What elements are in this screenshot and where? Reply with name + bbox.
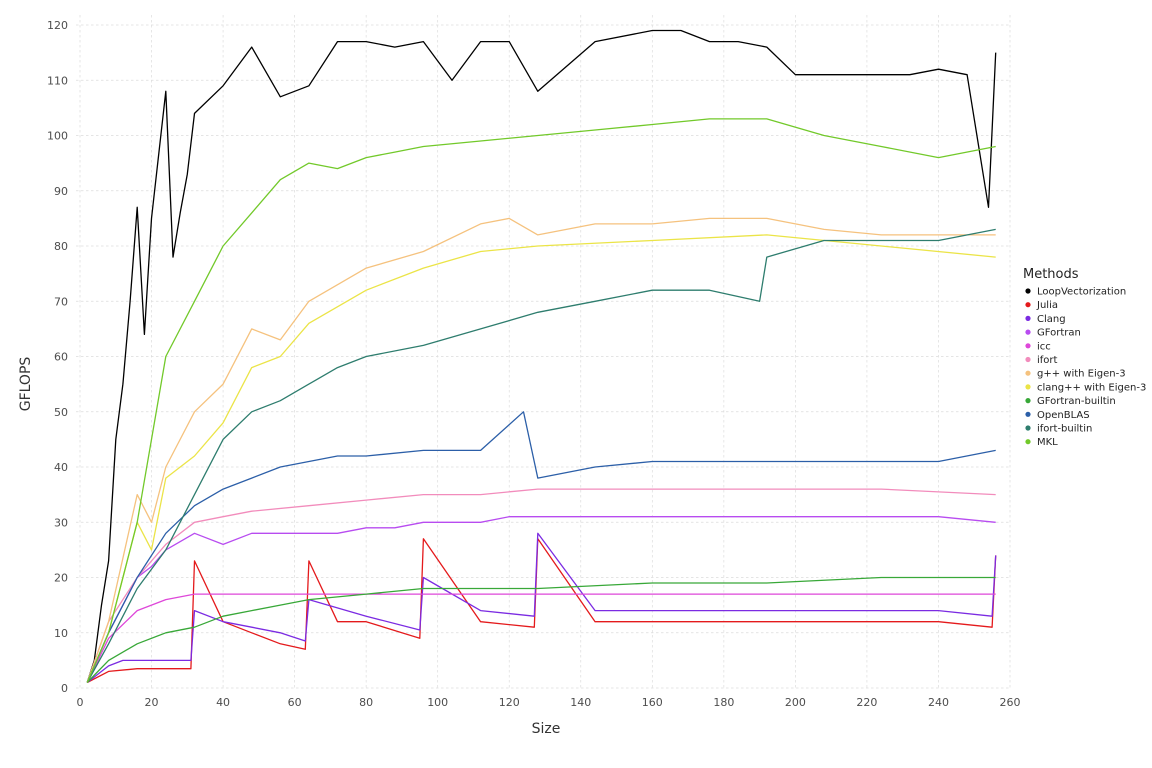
y-tick-label: 90 xyxy=(54,185,68,198)
series-line-icc xyxy=(86,593,996,683)
x-tick-label: 120 xyxy=(499,696,520,709)
legend-label-loopvectorization: LoopVectorization xyxy=(1037,287,1126,298)
x-tick-label: 260 xyxy=(1000,696,1021,709)
legend-marker-julia xyxy=(1025,302,1031,308)
legend-marker-ifort xyxy=(1025,356,1031,363)
series-line-loopvectorization xyxy=(86,29,997,683)
legend-label-mkl: MKL xyxy=(1037,437,1058,448)
y-axis-label: GFLOPS xyxy=(18,357,34,412)
series-line-openblas xyxy=(86,411,996,683)
series-line-g-with-eigen-3 xyxy=(86,217,996,683)
x-axis-ticks: 0 20 40 60 80 100 120 140 160 180 200 220 240 260 xyxy=(77,696,1021,709)
series-line-julia xyxy=(86,538,997,684)
y-tick-label: 0 xyxy=(61,682,68,695)
x-tick-label: 40 xyxy=(216,696,230,709)
x-tick-label: 200 xyxy=(785,696,806,709)
legend-marker-ifort-builtin xyxy=(1025,425,1031,431)
legend-marker-g-with-eigen-3 xyxy=(1025,370,1031,376)
legend-label-ifort: ifort xyxy=(1037,355,1058,366)
y-tick-label: 120 xyxy=(47,19,68,32)
legend-marker-clang-with-eigen-3 xyxy=(1025,384,1031,390)
series-line-mkl xyxy=(86,118,996,683)
series-line-ifort xyxy=(86,488,996,683)
legend-label-g-with-eigen-3: g++ with Eigen-3 xyxy=(1037,369,1126,380)
y-tick-label: 80 xyxy=(54,240,68,253)
legend-label-ifort-builtin: ifort-builtin xyxy=(1037,424,1092,435)
y-tick-label: 10 xyxy=(54,627,68,640)
x-tick-label: 180 xyxy=(713,696,734,709)
series-lines xyxy=(86,29,997,684)
legend-label-julia: Julia xyxy=(1036,300,1058,311)
legend-label-icc: icc xyxy=(1037,341,1051,352)
y-tick-label: 50 xyxy=(54,406,68,419)
legend-items: LoopVectorization Julia Clang GFortran icc if… xyxy=(1025,287,1146,448)
x-tick-label: 0 xyxy=(77,696,84,709)
legend-marker-loopvectorization xyxy=(1025,288,1031,294)
legend-marker-icc xyxy=(1025,343,1031,349)
y-tick-label: 30 xyxy=(54,516,68,529)
legend: Methods LoopVectorization Julia Clang GFort… xyxy=(1023,267,1146,448)
x-tick-label: 140 xyxy=(570,696,591,709)
x-tick-label: 100 xyxy=(427,696,448,709)
legend-marker-gfortran xyxy=(1025,329,1031,335)
y-tick-label: 40 xyxy=(54,461,68,474)
legend-label-openblas: OpenBLAS xyxy=(1037,410,1090,421)
legend-label-gfortran-builtin: GFortran-builtin xyxy=(1037,396,1116,407)
series-line-ifort-builtin xyxy=(86,228,996,683)
series-line-gfortran-builtin xyxy=(86,576,996,683)
y-tick-label: 110 xyxy=(47,74,68,87)
y-tick-label: 20 xyxy=(54,572,68,585)
series-line-clang xyxy=(86,532,997,684)
legend-label-clang-with-eigen-3: clang++ with Eigen-3 xyxy=(1037,382,1146,393)
x-axis-label: Size xyxy=(532,721,561,737)
x-tick-label: 60 xyxy=(288,696,302,709)
legend-label-gfortran: GFortran xyxy=(1037,328,1081,339)
y-axis-ticks: 0 10 20 30 40 50 60 70 80 90 100 110 120 xyxy=(47,19,68,695)
y-tick-label: 70 xyxy=(54,295,68,308)
series-line-clang-with-eigen-3 xyxy=(86,234,996,683)
x-tick-label: 20 xyxy=(145,696,159,709)
series-line-gfortran xyxy=(86,516,996,683)
x-tick-label: 240 xyxy=(928,696,949,709)
legend-title: Methods xyxy=(1023,267,1079,282)
x-tick-label: 160 xyxy=(642,696,663,709)
legend-label-clang: Clang xyxy=(1037,314,1066,325)
legend-marker-clang xyxy=(1025,315,1031,321)
legend-marker-openblas xyxy=(1025,411,1031,417)
x-tick-label: 220 xyxy=(856,696,877,709)
x-tick-label: 80 xyxy=(359,696,373,709)
y-tick-label: 60 xyxy=(54,351,68,364)
legend-marker-mkl xyxy=(1025,439,1031,445)
grid xyxy=(76,15,1011,689)
y-tick-label: 100 xyxy=(47,130,68,143)
legend-marker-gfortran-builtin xyxy=(1025,398,1031,404)
